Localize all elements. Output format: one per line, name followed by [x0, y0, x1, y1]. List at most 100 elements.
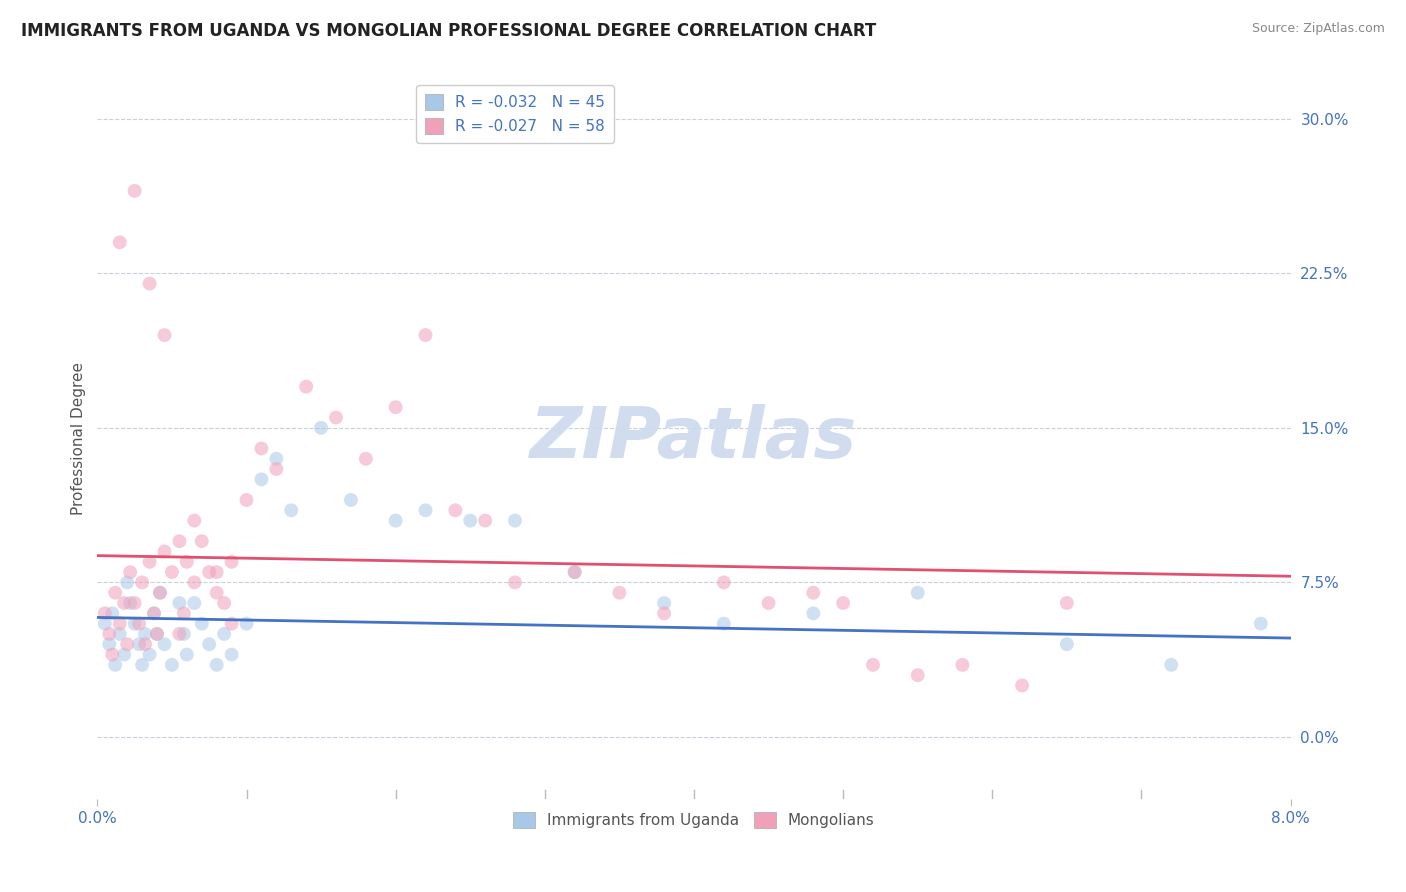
- Point: [169, 596, 191, 610]
- Point: [1056, 596, 1078, 610]
- Point: [190, 534, 212, 549]
- Point: [176, 648, 198, 662]
- Point: [143, 607, 166, 621]
- Point: [444, 503, 467, 517]
- Point: [146, 627, 169, 641]
- Point: [108, 235, 131, 250]
- Point: [115, 575, 138, 590]
- Point: [832, 596, 855, 610]
- Point: [104, 657, 127, 672]
- Point: [250, 442, 273, 456]
- Point: [415, 503, 437, 517]
- Point: [1160, 657, 1182, 672]
- Point: [183, 575, 205, 590]
- Point: [384, 401, 406, 415]
- Point: [221, 616, 243, 631]
- Point: [907, 585, 929, 599]
- Point: [101, 648, 124, 662]
- Point: [143, 607, 166, 621]
- Point: [1250, 616, 1272, 631]
- Point: [149, 585, 172, 599]
- Point: [221, 648, 243, 662]
- Point: [212, 627, 235, 641]
- Text: IMMIGRANTS FROM UGANDA VS MONGOLIAN PROFESSIONAL DEGREE CORRELATION CHART: IMMIGRANTS FROM UGANDA VS MONGOLIAN PROF…: [21, 22, 876, 40]
- Point: [112, 648, 135, 662]
- Text: ZIPatlas: ZIPatlas: [530, 404, 858, 473]
- Point: [713, 575, 735, 590]
- Point: [295, 379, 318, 393]
- Point: [564, 565, 586, 579]
- Point: [235, 616, 257, 631]
- Point: [134, 627, 156, 641]
- Point: [340, 493, 363, 508]
- Point: [124, 616, 146, 631]
- Point: [235, 493, 257, 508]
- Point: [134, 637, 156, 651]
- Text: Source: ZipAtlas.com: Source: ZipAtlas.com: [1251, 22, 1385, 36]
- Point: [280, 503, 302, 517]
- Point: [160, 565, 183, 579]
- Point: [124, 184, 146, 198]
- Point: [115, 637, 138, 651]
- Point: [907, 668, 929, 682]
- Point: [153, 328, 176, 343]
- Point: [609, 585, 631, 599]
- Point: [112, 596, 135, 610]
- Point: [1011, 678, 1033, 692]
- Point: [153, 637, 176, 651]
- Point: [266, 462, 288, 476]
- Point: [309, 421, 332, 435]
- Point: [169, 534, 191, 549]
- Point: [128, 616, 150, 631]
- Point: [124, 596, 146, 610]
- Point: [183, 596, 205, 610]
- Point: [153, 544, 176, 558]
- Point: [801, 607, 824, 621]
- Point: [415, 328, 437, 343]
- Point: [652, 607, 675, 621]
- Point: [108, 616, 131, 631]
- Point: [758, 596, 780, 610]
- Point: [94, 607, 117, 621]
- Y-axis label: Professional Degree: Professional Degree: [72, 361, 86, 515]
- Point: [120, 565, 142, 579]
- Point: [98, 627, 121, 641]
- Point: [128, 637, 150, 651]
- Point: [131, 575, 153, 590]
- Point: [149, 585, 172, 599]
- Point: [160, 657, 183, 672]
- Point: [1056, 637, 1078, 651]
- Point: [384, 514, 406, 528]
- Point: [198, 637, 221, 651]
- Point: [652, 596, 675, 610]
- Point: [221, 555, 243, 569]
- Point: [108, 627, 131, 641]
- Point: [325, 410, 347, 425]
- Point: [146, 627, 169, 641]
- Point: [190, 616, 212, 631]
- Point: [952, 657, 974, 672]
- Point: [862, 657, 884, 672]
- Point: [801, 585, 824, 599]
- Point: [564, 565, 586, 579]
- Point: [94, 616, 117, 631]
- Point: [198, 565, 221, 579]
- Point: [173, 607, 195, 621]
- Point: [503, 514, 526, 528]
- Point: [120, 596, 142, 610]
- Point: [250, 472, 273, 486]
- Point: [474, 514, 496, 528]
- Point: [458, 514, 481, 528]
- Point: [176, 555, 198, 569]
- Point: [138, 277, 160, 291]
- Point: [138, 648, 160, 662]
- Point: [205, 657, 228, 672]
- Legend: Immigrants from Uganda, Mongolians: Immigrants from Uganda, Mongolians: [508, 805, 880, 835]
- Point: [169, 627, 191, 641]
- Point: [503, 575, 526, 590]
- Point: [354, 451, 377, 466]
- Point: [138, 555, 160, 569]
- Point: [104, 585, 127, 599]
- Point: [713, 616, 735, 631]
- Point: [131, 657, 153, 672]
